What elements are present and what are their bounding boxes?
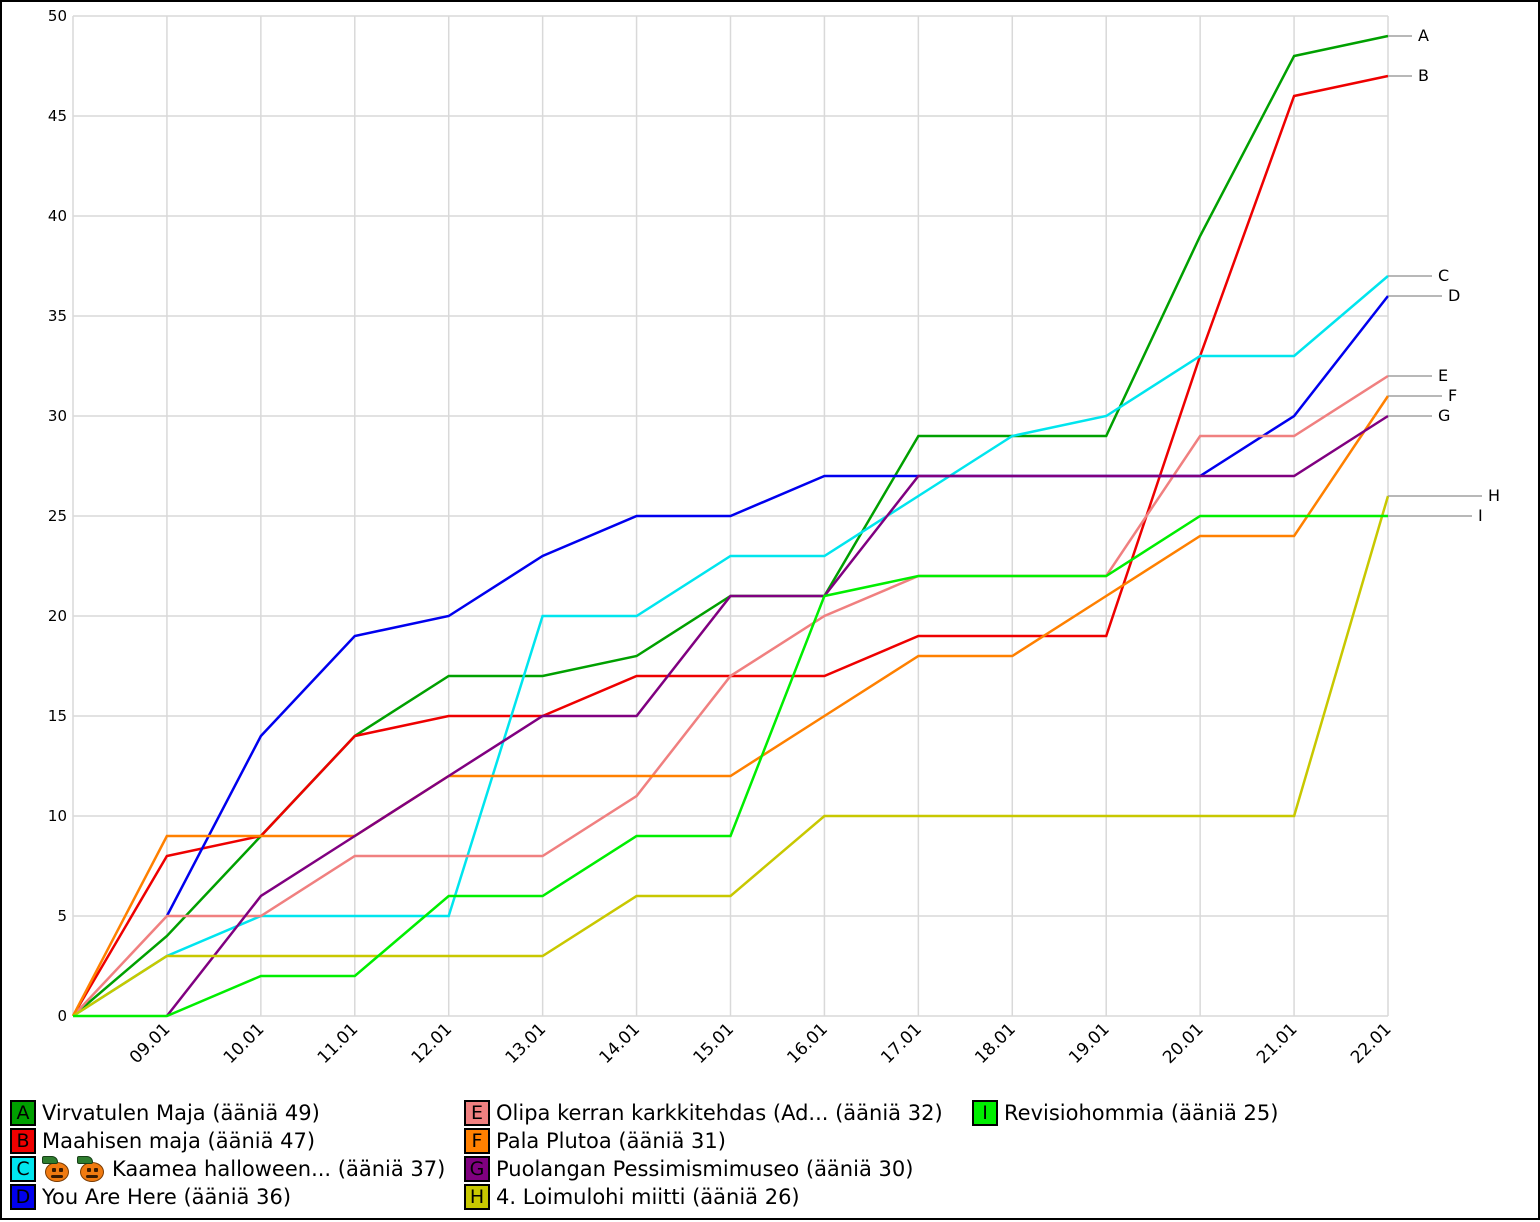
- y-tick-label: 50: [48, 7, 67, 25]
- legend-item-c: C Kaamea halloween... (ääniä 37): [10, 1156, 445, 1182]
- y-tick-label: 10: [48, 807, 67, 825]
- end-label-c: C: [1438, 266, 1449, 285]
- y-tick-label: 0: [57, 1007, 67, 1025]
- x-tick-label: 10.01: [220, 1019, 269, 1068]
- legend-label: Maahisen maja (ääniä 47): [42, 1129, 316, 1153]
- x-tick-label: 09.01: [126, 1019, 175, 1068]
- y-tick-label: 35: [48, 307, 67, 325]
- legend-swatch: C: [10, 1156, 36, 1182]
- legend-swatch: D: [10, 1184, 36, 1210]
- y-tick-label: 30: [48, 407, 67, 425]
- y-tick-label: 40: [48, 207, 67, 225]
- y-tick-label: 20: [48, 607, 67, 625]
- x-tick-label: 13.01: [502, 1019, 551, 1068]
- legend-label: You Are Here (ääniä 36): [42, 1185, 292, 1209]
- legend-item-g: G Puolangan Pessimismimuseo (ääniä 30): [464, 1156, 913, 1182]
- legend-item-a: A Virvatulen Maja (ääniä 49): [10, 1100, 320, 1126]
- x-tick-label: 19.01: [1065, 1019, 1114, 1068]
- legend-item-d: D You Are Here (ääniä 36): [10, 1184, 291, 1210]
- legend-swatch: G: [464, 1156, 490, 1182]
- legend-swatch: A: [10, 1100, 36, 1126]
- end-label-d: D: [1448, 286, 1460, 305]
- x-tick-label: 11.01: [314, 1019, 363, 1068]
- legend-item-b: B Maahisen maja (ääniä 47): [10, 1128, 315, 1154]
- legend-item-e: E Olipa kerran karkkitehdas (Ad... (ääniä…: [464, 1100, 943, 1126]
- legend-label: 4. Loimulohi miitti (ääniä 26): [496, 1185, 800, 1209]
- x-tick-label: 21.01: [1253, 1019, 1302, 1068]
- end-label-g: G: [1438, 406, 1450, 425]
- legend-swatch: E: [464, 1100, 490, 1126]
- end-label-f: F: [1448, 386, 1457, 405]
- x-tick-label: 18.01: [971, 1019, 1020, 1068]
- legend-swatch: B: [10, 1128, 36, 1154]
- series-line-e: [72, 374, 1389, 1017]
- y-tick-label: 15: [48, 707, 67, 725]
- x-tick-label: 17.01: [877, 1019, 926, 1068]
- y-tick-label: 5: [57, 907, 67, 925]
- x-tick-label: 15.01: [689, 1019, 738, 1068]
- legend-label: Virvatulen Maja (ääniä 49): [42, 1101, 320, 1125]
- x-tick-label: 16.01: [783, 1019, 832, 1068]
- series-line-f: [71, 395, 1390, 1017]
- series-line-d: [165, 295, 1389, 917]
- legend-swatch: H: [464, 1184, 490, 1210]
- end-label-a: A: [1418, 26, 1429, 45]
- legend-swatch: F: [464, 1128, 490, 1154]
- legend-item-i: I Revisiohommia (ääniä 25): [972, 1100, 1278, 1126]
- series-lines: [71, 34, 1390, 1018]
- legend-swatch: I: [972, 1100, 998, 1126]
- legend-item-h: H 4. Loimulohi miitti (ääniä 26): [464, 1184, 800, 1210]
- legend-label: Pala Plutoa (ääniä 31): [496, 1129, 726, 1153]
- y-tick-label: 45: [48, 107, 67, 125]
- legend-label: Revisiohommia (ääniä 25): [1004, 1101, 1279, 1125]
- pumpkin-icon: [42, 1156, 72, 1182]
- series-line-h: [72, 495, 1390, 1018]
- legend-item-f: F Pala Plutoa (ääniä 31): [464, 1128, 726, 1154]
- legend-label: Olipa kerran karkkitehdas (Ad... (ääniä …: [496, 1101, 943, 1125]
- legend-label: Puolangan Pessimismimuseo (ääniä 30): [496, 1157, 914, 1181]
- x-tick-label: 12.01: [408, 1019, 457, 1068]
- x-tick-label: 22.01: [1347, 1019, 1396, 1068]
- series-end-labels: A B CD EFG HI: [1388, 26, 1500, 525]
- end-label-i: I: [1478, 506, 1483, 525]
- pumpkin-icon: [77, 1156, 107, 1182]
- x-tick-label: 14.01: [596, 1019, 645, 1068]
- series-line-c: [72, 275, 1389, 1018]
- end-label-e: E: [1438, 366, 1448, 385]
- y-tick-label: 25: [48, 507, 67, 525]
- x-tick-label: 20.01: [1159, 1019, 1208, 1068]
- series-line-i: [73, 514, 1388, 1018]
- end-label-h: H: [1488, 486, 1500, 505]
- series-line-g: [165, 414, 1389, 1017]
- end-label-b: B: [1418, 66, 1429, 85]
- legend-label: Kaamea halloween... (ääniä 37): [112, 1157, 446, 1181]
